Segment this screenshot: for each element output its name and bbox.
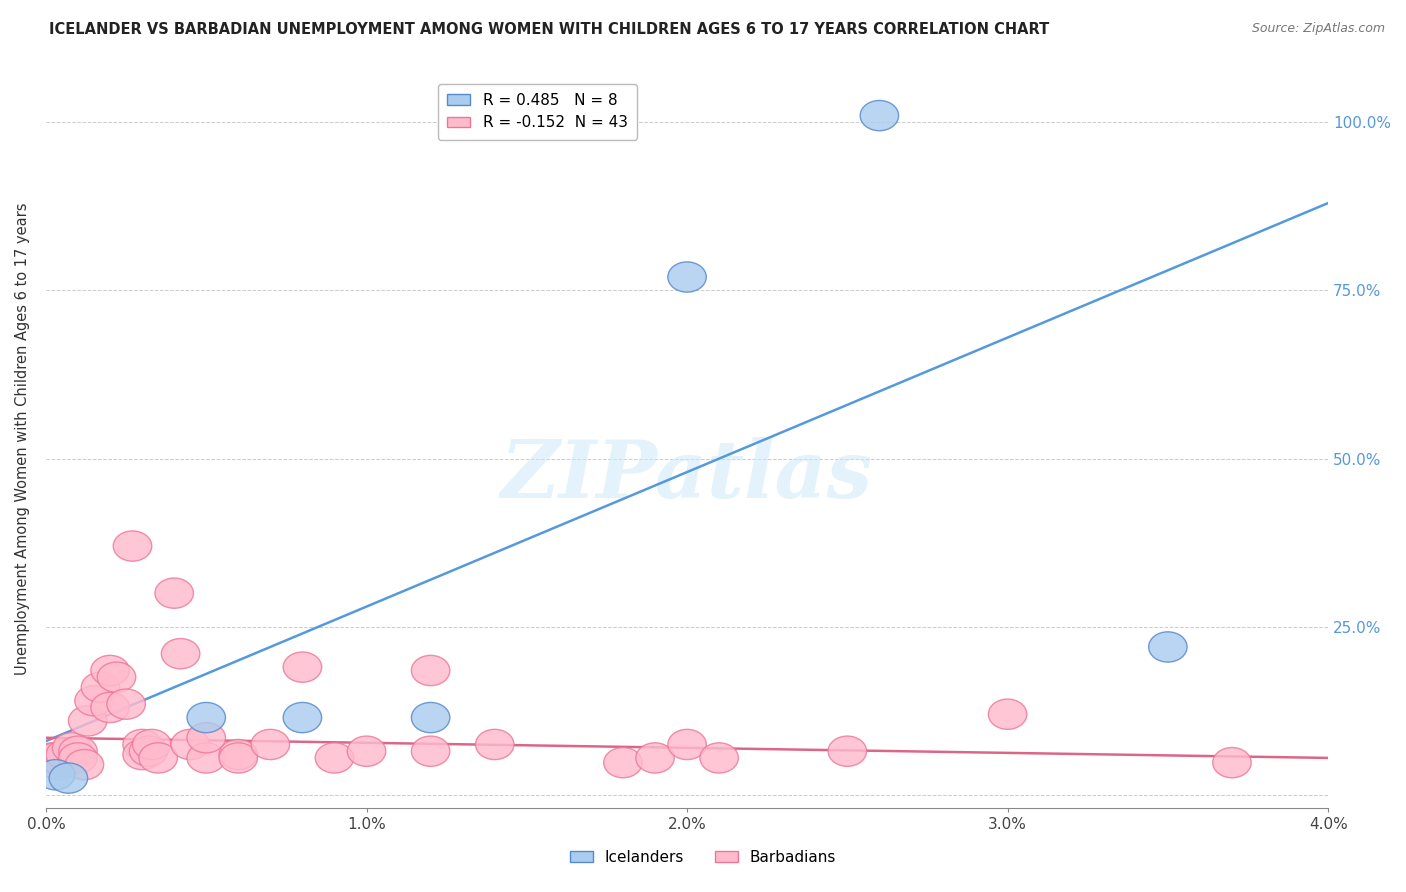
Ellipse shape xyxy=(132,730,172,760)
Text: Source: ZipAtlas.com: Source: ZipAtlas.com xyxy=(1251,22,1385,36)
Ellipse shape xyxy=(162,639,200,669)
Ellipse shape xyxy=(114,531,152,561)
Ellipse shape xyxy=(37,760,75,790)
Ellipse shape xyxy=(82,673,120,702)
Ellipse shape xyxy=(91,656,129,686)
Ellipse shape xyxy=(122,730,162,760)
Ellipse shape xyxy=(37,743,75,773)
Ellipse shape xyxy=(475,730,515,760)
Ellipse shape xyxy=(139,743,177,773)
Ellipse shape xyxy=(59,743,97,773)
Ellipse shape xyxy=(988,699,1026,730)
Ellipse shape xyxy=(46,739,84,770)
Text: ZIPatlas: ZIPatlas xyxy=(501,437,873,514)
Ellipse shape xyxy=(52,732,91,763)
Ellipse shape xyxy=(34,743,72,773)
Ellipse shape xyxy=(97,662,136,692)
Ellipse shape xyxy=(860,101,898,131)
Ellipse shape xyxy=(65,749,104,780)
Ellipse shape xyxy=(636,743,675,773)
Ellipse shape xyxy=(187,743,225,773)
Ellipse shape xyxy=(91,692,129,723)
Ellipse shape xyxy=(187,723,225,753)
Ellipse shape xyxy=(1213,747,1251,778)
Ellipse shape xyxy=(219,739,257,770)
Ellipse shape xyxy=(172,730,209,760)
Ellipse shape xyxy=(700,743,738,773)
Ellipse shape xyxy=(59,736,97,766)
Ellipse shape xyxy=(155,578,194,608)
Ellipse shape xyxy=(412,736,450,766)
Ellipse shape xyxy=(283,652,322,682)
Ellipse shape xyxy=(668,262,706,293)
Y-axis label: Unemployment Among Women with Children Ages 6 to 17 years: Unemployment Among Women with Children A… xyxy=(15,202,30,674)
Ellipse shape xyxy=(122,739,162,770)
Ellipse shape xyxy=(412,702,450,732)
Ellipse shape xyxy=(315,743,354,773)
Ellipse shape xyxy=(828,736,866,766)
Ellipse shape xyxy=(252,730,290,760)
Legend: R = 0.485   N = 8, R = -0.152  N = 43: R = 0.485 N = 8, R = -0.152 N = 43 xyxy=(439,84,637,139)
Ellipse shape xyxy=(283,702,322,732)
Ellipse shape xyxy=(347,736,385,766)
Ellipse shape xyxy=(129,736,167,766)
Ellipse shape xyxy=(603,747,643,778)
Ellipse shape xyxy=(49,763,87,793)
Ellipse shape xyxy=(187,702,225,732)
Ellipse shape xyxy=(69,706,107,736)
Ellipse shape xyxy=(668,730,706,760)
Ellipse shape xyxy=(219,743,257,773)
Ellipse shape xyxy=(39,749,77,780)
Ellipse shape xyxy=(42,746,82,776)
Ellipse shape xyxy=(107,689,145,719)
Ellipse shape xyxy=(412,656,450,686)
Text: ICELANDER VS BARBADIAN UNEMPLOYMENT AMONG WOMEN WITH CHILDREN AGES 6 TO 17 YEARS: ICELANDER VS BARBADIAN UNEMPLOYMENT AMON… xyxy=(49,22,1049,37)
Ellipse shape xyxy=(75,686,114,716)
Legend: Icelanders, Barbadians: Icelanders, Barbadians xyxy=(564,844,842,871)
Ellipse shape xyxy=(1149,632,1187,662)
